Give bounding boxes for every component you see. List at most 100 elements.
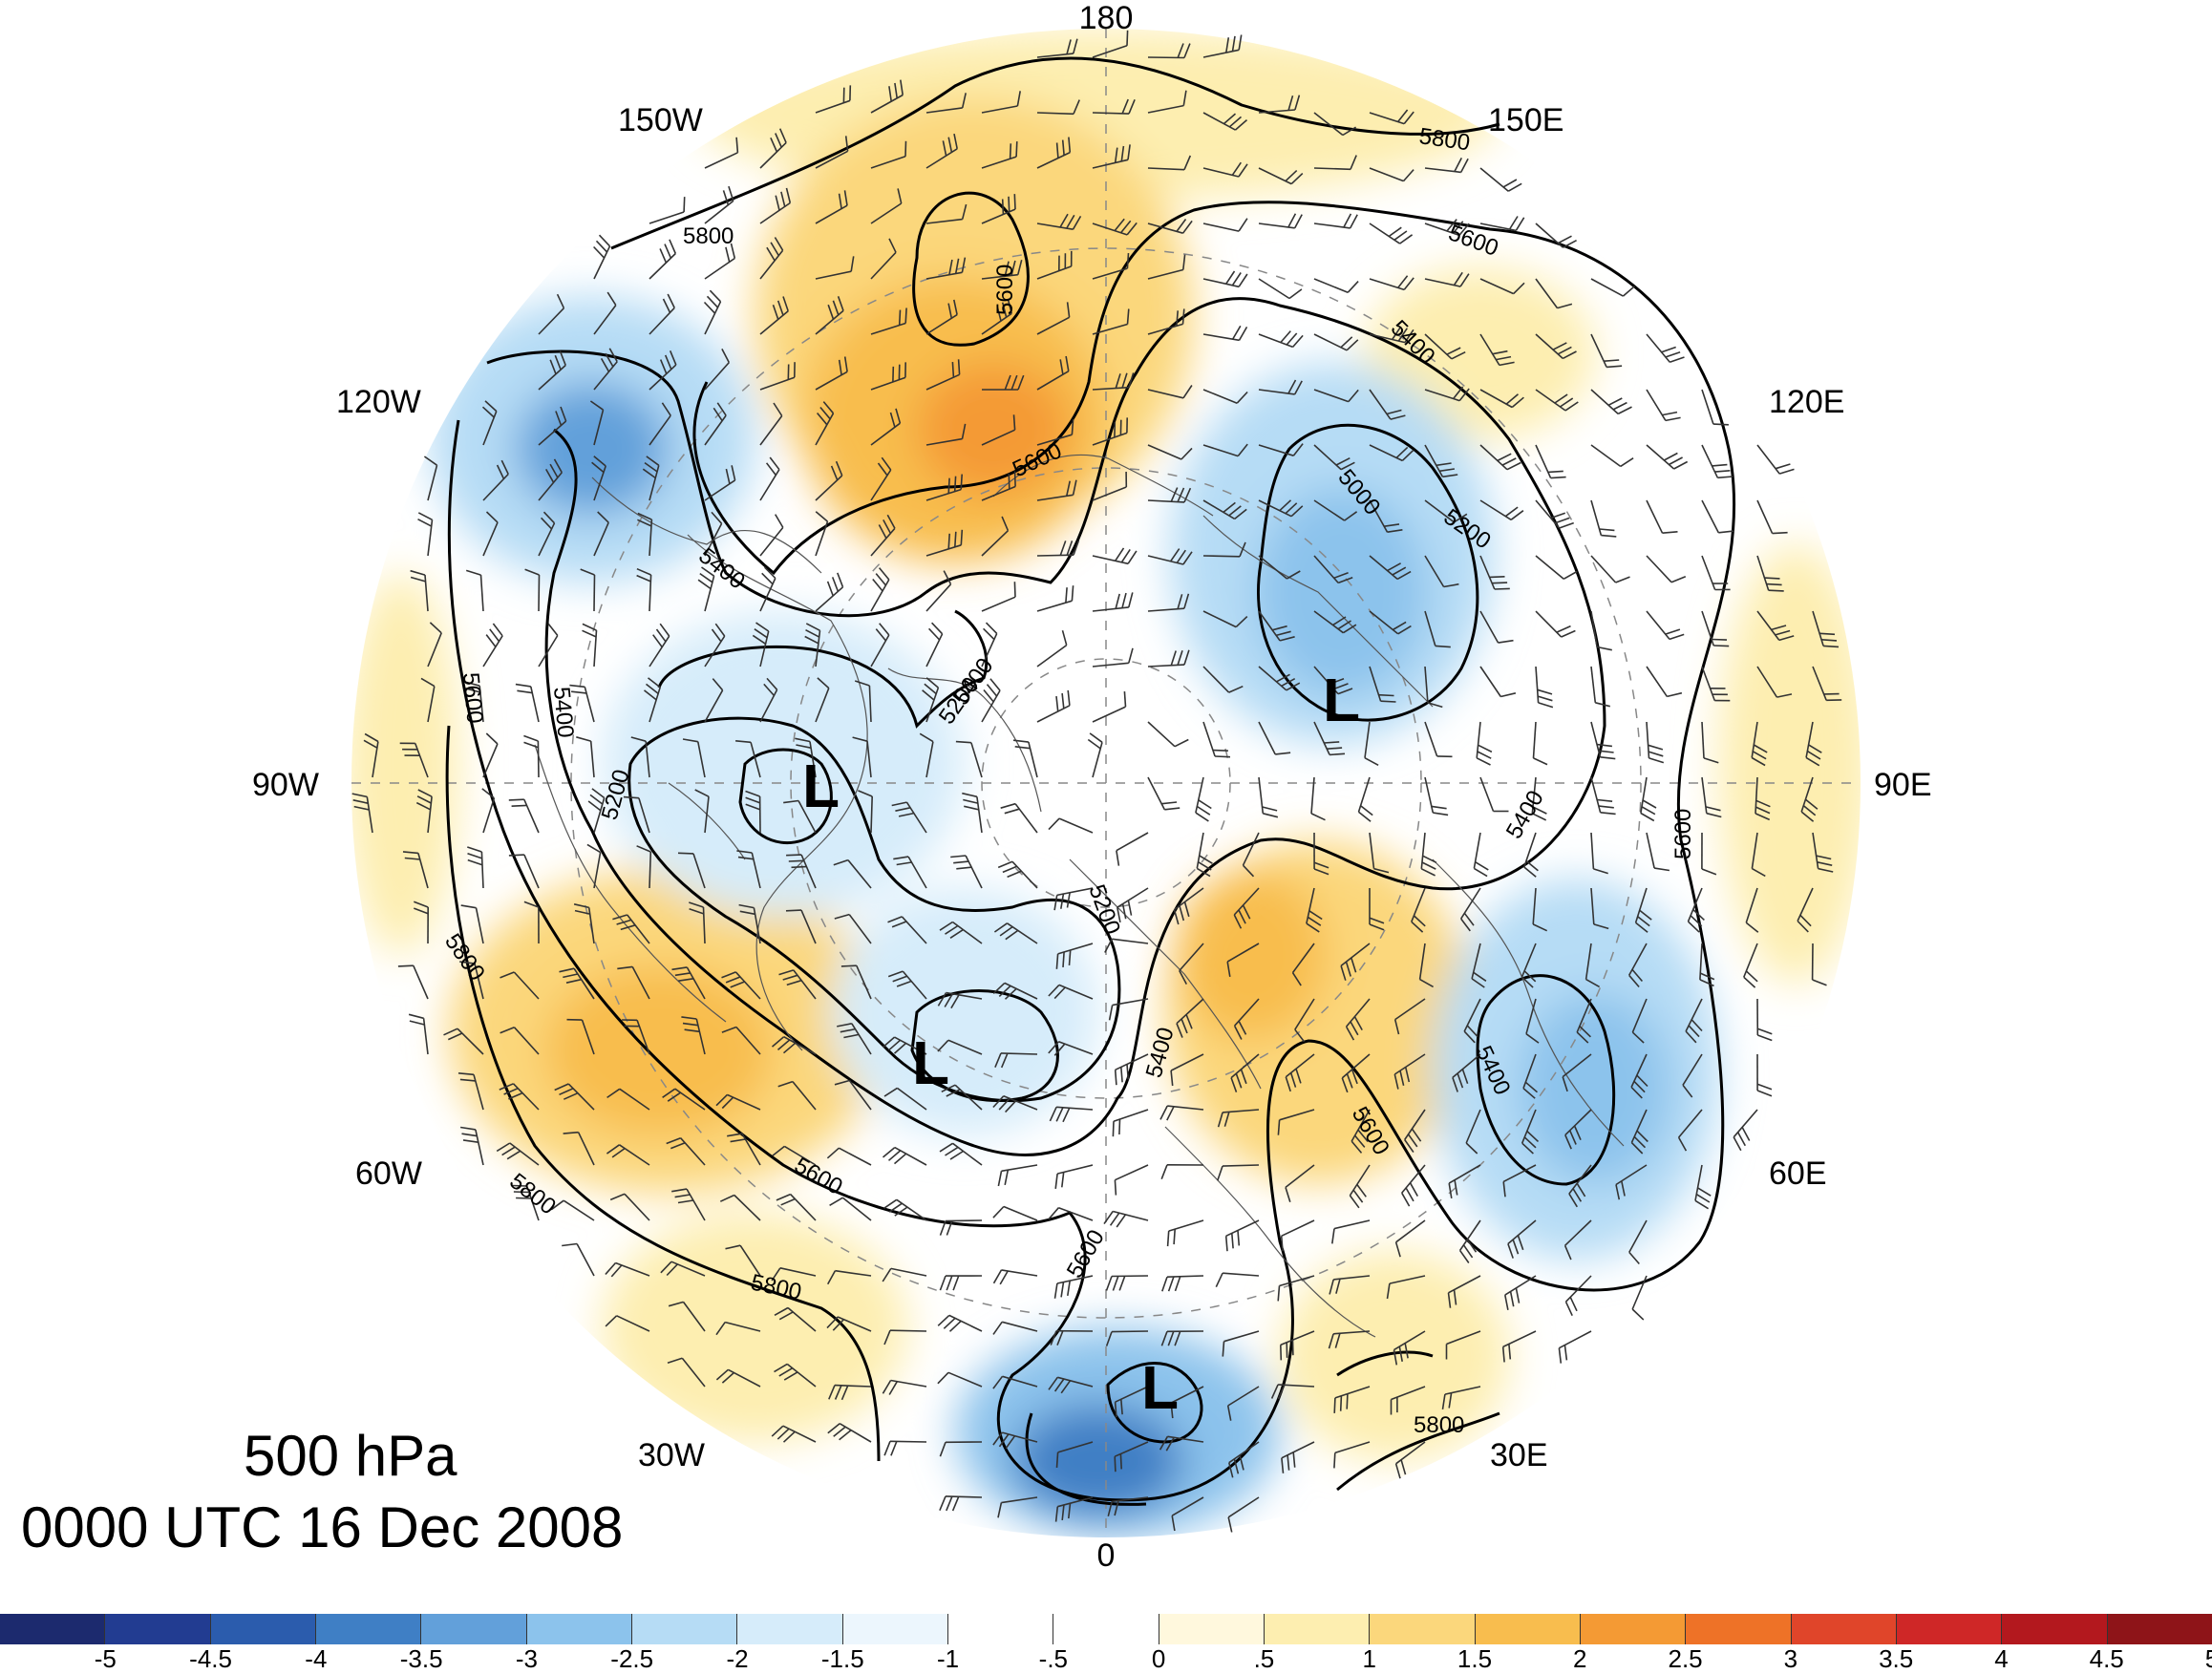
wind-barb <box>593 852 602 889</box>
wind-barb-flag <box>773 402 783 416</box>
wind-barb <box>1369 167 1404 182</box>
wind-barb-flag <box>1808 744 1822 753</box>
contour-5400 <box>1476 974 1616 1186</box>
wind-barb <box>1294 998 1315 1030</box>
wind-barb-flag <box>1341 1077 1349 1093</box>
contour-5000 <box>910 989 1059 1103</box>
wind-barb-flag <box>939 1275 946 1291</box>
wind-barb-flag <box>1387 529 1403 533</box>
wind-barb <box>889 1329 927 1332</box>
wind-barb-flag <box>1012 414 1016 431</box>
wind-barb-flag <box>796 744 812 749</box>
wind-barb-flag <box>730 981 745 988</box>
wind-barb-flag <box>780 191 786 207</box>
wind-barb-flag <box>1502 179 1518 188</box>
wind-barb-flag <box>1067 1280 1071 1297</box>
wind-barb-flag <box>992 1205 1005 1218</box>
wind-barb-flag <box>1515 217 1525 231</box>
wind-barb-flag <box>562 1242 578 1247</box>
wind-barb-flag <box>1223 1112 1230 1127</box>
wind-barb <box>945 1495 983 1498</box>
wind-barb-flag <box>1631 1308 1645 1321</box>
wind-barb-flag <box>462 1139 479 1143</box>
wind-barb-flag <box>1800 811 1815 822</box>
wind-barb-flag <box>1537 689 1553 695</box>
wind-barb <box>847 859 872 889</box>
wind-barb-flag <box>1393 1073 1399 1090</box>
lon-label-90e: 90E <box>1874 767 1932 803</box>
wind-barb-flag <box>843 356 848 372</box>
wind-barb-flag <box>1816 855 1832 860</box>
wind-barb-flag <box>843 190 848 206</box>
wind-barb-flag <box>351 793 368 798</box>
wind-barb-flag <box>1174 1330 1181 1346</box>
wind-barb-flag <box>1237 1230 1241 1246</box>
wind-barb <box>1279 1275 1315 1287</box>
wind-barb-flag <box>595 240 608 253</box>
wind-barb-flag <box>1339 1395 1343 1411</box>
contour-5600 <box>912 191 1030 347</box>
wind-barb-flag <box>1757 1034 1773 1042</box>
wind-barb-flag <box>949 928 964 939</box>
wind-barb-flag <box>571 690 587 694</box>
wind-barb <box>815 270 852 280</box>
wind-barb <box>1364 721 1371 758</box>
wind-barb-flag <box>772 1145 785 1156</box>
wind-barb-flag <box>549 463 559 478</box>
wind-barb-flag <box>1276 673 1290 683</box>
wind-barb-flag <box>364 732 379 743</box>
colorbar-tick-label: -2.5 <box>610 1644 654 1673</box>
wind-barb-flag <box>1170 650 1177 667</box>
wind-barb-flag <box>1537 695 1553 702</box>
wind-barb-flag <box>1812 979 1827 986</box>
wind-barb-flag <box>1373 867 1390 874</box>
wind-barb-flag <box>1334 1333 1341 1348</box>
wind-barb-flag <box>1420 868 1436 877</box>
wind-barb <box>815 520 829 557</box>
wind-barb <box>815 688 830 723</box>
wind-barb-flag <box>1458 222 1470 236</box>
wind-barb-flag <box>1665 416 1681 422</box>
wind-barb-flag <box>998 1433 1010 1448</box>
wind-barb-flag <box>953 860 969 864</box>
wind-barb <box>759 415 783 446</box>
wind-barb-flag <box>1231 1233 1234 1249</box>
colorbar-swatch <box>1053 1614 1159 1644</box>
wind-barb-flag <box>837 572 844 588</box>
wind-barb-flag <box>1275 752 1291 755</box>
wind-barb-flag <box>1072 479 1077 496</box>
wind-barb-flag <box>1457 1072 1464 1089</box>
wind-barb-flag <box>1340 965 1347 981</box>
wind-barb-flag <box>752 634 767 645</box>
wind-barb <box>1590 278 1624 297</box>
wind-barb-flag <box>1293 380 1303 395</box>
colorbar-tick-label: 3.5 <box>1879 1644 1914 1673</box>
wind-barb <box>1479 776 1495 812</box>
wind-barb-flag <box>946 1089 961 1097</box>
wind-barb-flag <box>731 465 736 481</box>
wind-barb-flag <box>1308 910 1323 921</box>
contour-5800 <box>610 56 1500 250</box>
wind-barb-flag <box>937 1039 949 1052</box>
wind-barb <box>681 1357 706 1388</box>
wind-barb-flag <box>887 970 904 978</box>
wind-barb <box>1092 323 1128 335</box>
wind-barb <box>1701 721 1705 758</box>
wind-barb-flag <box>1756 1083 1773 1091</box>
wind-barb-flag <box>1104 938 1114 953</box>
wind-barb-flag <box>875 573 887 586</box>
wind-barb-flag <box>1411 1128 1422 1142</box>
wind-barb-flag <box>1752 867 1766 878</box>
wind-barb-flag <box>1073 99 1080 115</box>
wind-barb-flag <box>620 924 636 931</box>
wind-barb-flag <box>1453 386 1464 399</box>
wind-barb <box>1092 267 1128 280</box>
wind-barb-flag <box>1352 1189 1364 1203</box>
wind-barb-flag <box>1600 756 1616 760</box>
wind-barb <box>1092 486 1127 501</box>
wind-barb-flag <box>1349 214 1358 229</box>
wind-barb-flag <box>888 1381 898 1395</box>
wind-barb-flag <box>1329 677 1345 686</box>
wind-barb-flag <box>1280 1236 1284 1252</box>
